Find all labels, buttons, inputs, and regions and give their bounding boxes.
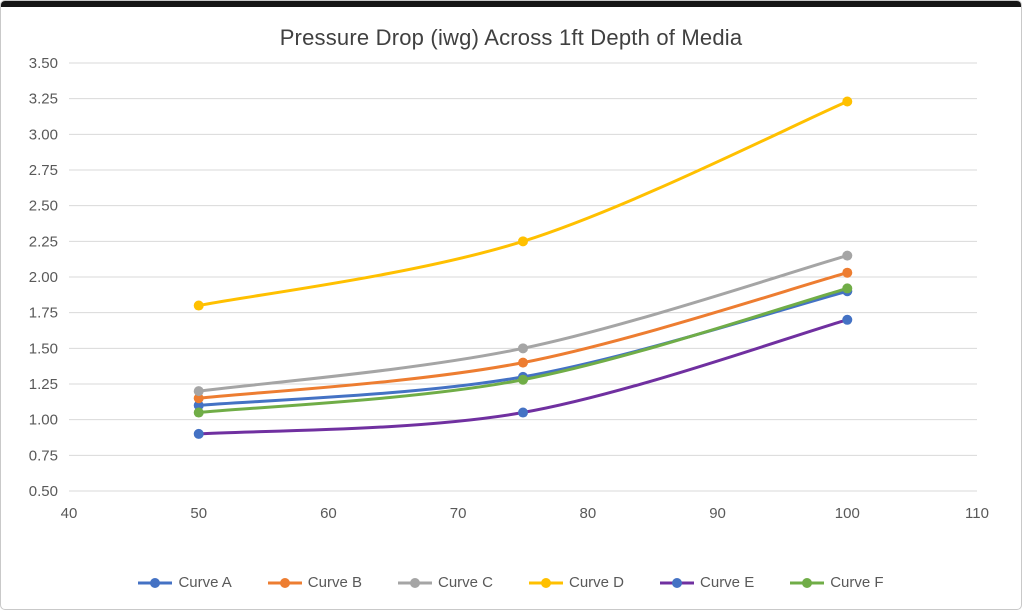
legend-item-curve-f: Curve F (790, 574, 884, 591)
legend-item-curve-a: Curve A (138, 574, 232, 591)
series-marker-curve-f (518, 374, 528, 385)
y-tick-label: 2.25 (29, 233, 58, 250)
series-marker-curve-b (193, 393, 204, 404)
legend-item-curve-d: Curve D (529, 574, 624, 591)
legend-marker-icon (790, 577, 825, 588)
series-marker-curve-d (193, 300, 204, 311)
y-tick-label: 2.50 (29, 198, 58, 215)
legend-marker-icon (267, 577, 302, 588)
chart-title: Pressure Drop (iwg) Across 1ft Depth of … (279, 25, 743, 50)
series-marker-curve-e (518, 407, 528, 418)
series-marker-curve-f (193, 407, 204, 418)
legend-marker-icon (397, 577, 432, 588)
y-tick-label: 1.75 (29, 305, 58, 322)
series-line-curve-d (197, 100, 849, 308)
y-tick-label: 3.25 (29, 91, 58, 108)
x-tick-label: 70 (450, 505, 467, 522)
y-tick-label: 2.75 (29, 162, 58, 179)
x-tick-label: 100 (835, 505, 860, 522)
series-marker-curve-c (193, 386, 204, 397)
series-marker-curve-c (842, 250, 853, 261)
legend-item-curve-e: Curve E (660, 574, 754, 591)
y-tick-label: 1.00 (29, 412, 58, 429)
series-marker-curve-b (518, 357, 528, 368)
legend-label: Curve A (178, 574, 232, 591)
series-marker-curve-c (518, 343, 528, 354)
y-tick-label: 3.50 (29, 55, 58, 72)
y-tick-label: 0.75 (29, 447, 58, 464)
series-marker-curve-e (193, 428, 204, 439)
legend-marker-icon (529, 577, 563, 588)
top-edge-bar (1, 1, 1021, 7)
y-tick-label: 0.50 (29, 483, 58, 500)
legend-label: Curve E (700, 574, 755, 591)
legend-marker-icon (660, 577, 695, 588)
legend-item-curve-c: Curve C (397, 574, 493, 591)
x-tick-label: 110 (965, 505, 989, 522)
series-marker-curve-f (842, 283, 853, 294)
legend-item-curve-b: Curve B (267, 574, 362, 591)
chart-legend: Curve A Curve B Curve C Curve D Curve E Curve… (1, 574, 1021, 591)
x-tick-label: 40 (61, 505, 78, 522)
x-tick-label: 90 (709, 505, 726, 522)
legend-label: Curve F (830, 574, 884, 591)
series-marker-curve-d (842, 96, 853, 107)
series-marker-curve-d (518, 236, 528, 247)
legend-label: Curve B (307, 574, 362, 591)
series-marker-curve-e (842, 314, 853, 325)
legend-marker-icon (138, 577, 173, 588)
x-tick-label: 50 (190, 505, 207, 522)
series-line-curve-c (197, 254, 849, 393)
y-tick-label: 1.50 (29, 340, 58, 357)
x-tick-label: 80 (580, 505, 597, 522)
legend-label: Curve C (437, 574, 493, 591)
x-tick-label: 60 (320, 505, 337, 522)
y-tick-label: 1.25 (29, 376, 58, 393)
legend-label: Curve D (569, 574, 625, 591)
series-marker-curve-a (193, 400, 204, 411)
y-tick-label: 3.00 (29, 126, 58, 143)
y-tick-label: 2.00 (29, 269, 58, 286)
series-marker-curve-b (842, 267, 853, 278)
